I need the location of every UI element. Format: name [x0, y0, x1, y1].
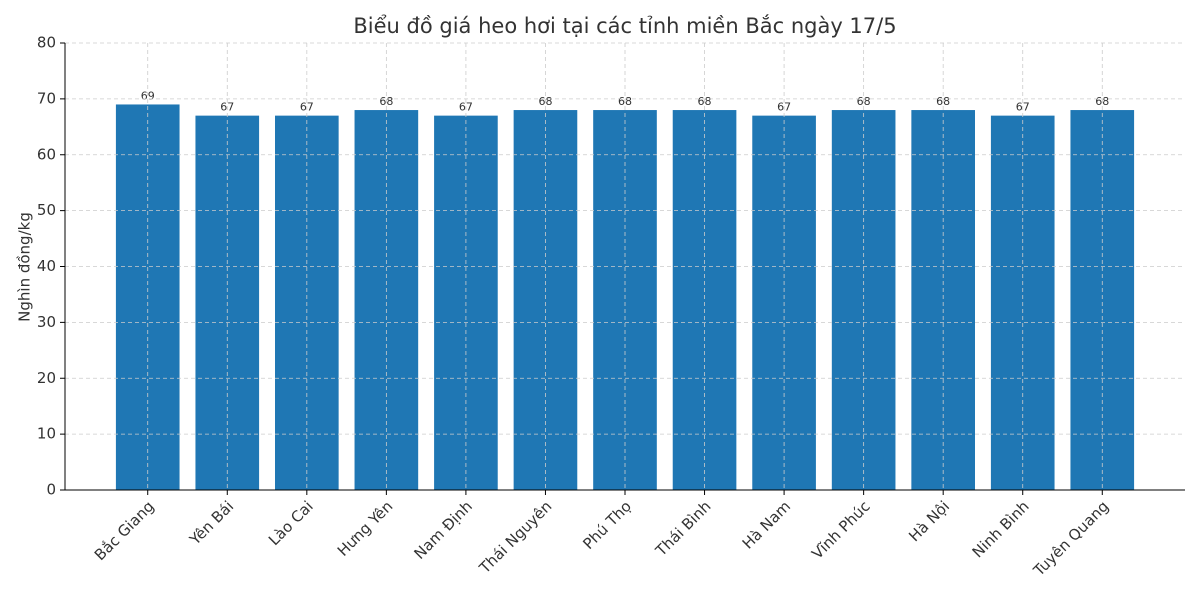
- y-axis-label: Nghìn đồng/kg: [16, 212, 34, 322]
- y-tick-label: 30: [37, 313, 56, 331]
- x-tick-label: Lào Cai: [265, 497, 317, 549]
- x-tick-label: Thái Bình: [651, 497, 714, 560]
- y-tick-label: 10: [37, 425, 56, 443]
- x-tick-label: Hà Nội: [905, 497, 953, 545]
- bar: [1070, 110, 1135, 491]
- bar: [354, 110, 419, 491]
- y-tick-label: 70: [37, 89, 56, 107]
- y-tick-label: 40: [37, 257, 56, 275]
- x-tick-label: Hà Nam: [739, 497, 794, 552]
- x-tick-label: Tuyên Quang: [1029, 497, 1112, 580]
- chart-title: Biểu đồ giá heo hơi tại các tỉnh miền Bắ…: [353, 14, 896, 38]
- y-tick-label: 20: [37, 369, 56, 387]
- y-tick-label: 50: [37, 201, 56, 219]
- y-tick-label: 0: [46, 481, 56, 499]
- bar: [911, 110, 975, 491]
- bar: [593, 110, 657, 491]
- x-tick-label: Yên Bái: [185, 497, 237, 549]
- y-tick-label: 60: [37, 145, 56, 163]
- x-tick-label: Ninh Bình: [969, 497, 1033, 561]
- x-tick-label: Thái Nguyên: [475, 497, 555, 577]
- x-tick-label: Bắc Giang: [91, 497, 158, 564]
- bar: [672, 110, 737, 491]
- y-tick-label: 80: [37, 34, 56, 52]
- x-tick-label: Hưng Yên: [334, 497, 397, 560]
- bar: [831, 110, 896, 491]
- x-tick-label: Phú Thọ: [579, 497, 635, 553]
- x-tick-label: Nam Định: [410, 497, 475, 562]
- x-tick-label: Vĩnh Phúc: [808, 497, 873, 562]
- bar: [513, 110, 578, 491]
